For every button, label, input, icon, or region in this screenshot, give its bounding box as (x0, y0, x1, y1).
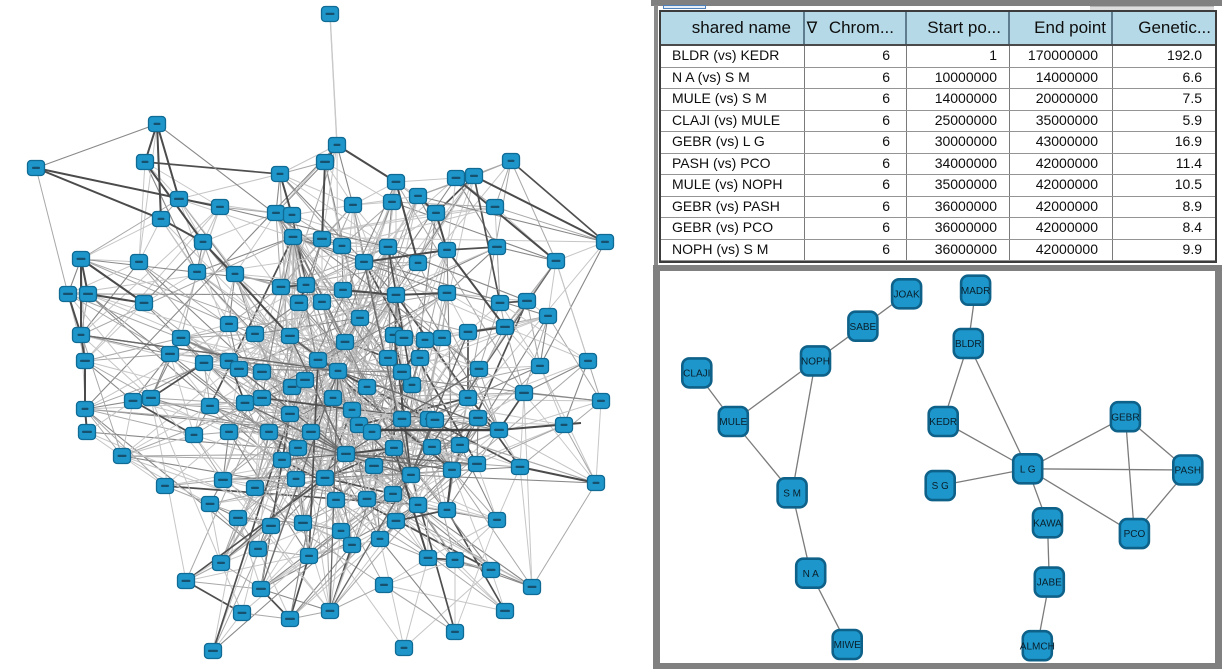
svg-text:JABE: JABE (1037, 578, 1062, 589)
svg-text:MIWE: MIWE (834, 640, 862, 651)
svg-text:MULE: MULE (719, 417, 747, 428)
svg-text:N A: N A (803, 569, 819, 580)
svg-text:SABE: SABE (850, 322, 877, 333)
svg-text:CLAJI: CLAJI (683, 369, 710, 380)
svg-text:KAWA: KAWA (1033, 518, 1062, 529)
svg-text:BLDR: BLDR (955, 339, 982, 350)
svg-text:S M: S M (783, 488, 801, 499)
svg-text:S G: S G (932, 481, 949, 492)
svg-text:MADR: MADR (961, 286, 990, 297)
svg-text:GEBR: GEBR (1111, 412, 1139, 423)
svg-text:PASH: PASH (1175, 466, 1202, 477)
svg-text:PCO: PCO (1124, 529, 1146, 540)
svg-text:ALMCH: ALMCH (1020, 641, 1055, 652)
svg-text:KEDR: KEDR (929, 417, 957, 428)
svg-text:JOAK: JOAK (894, 289, 920, 300)
svg-text:NOPH: NOPH (801, 357, 830, 368)
svg-text:L G: L G (1020, 464, 1036, 475)
